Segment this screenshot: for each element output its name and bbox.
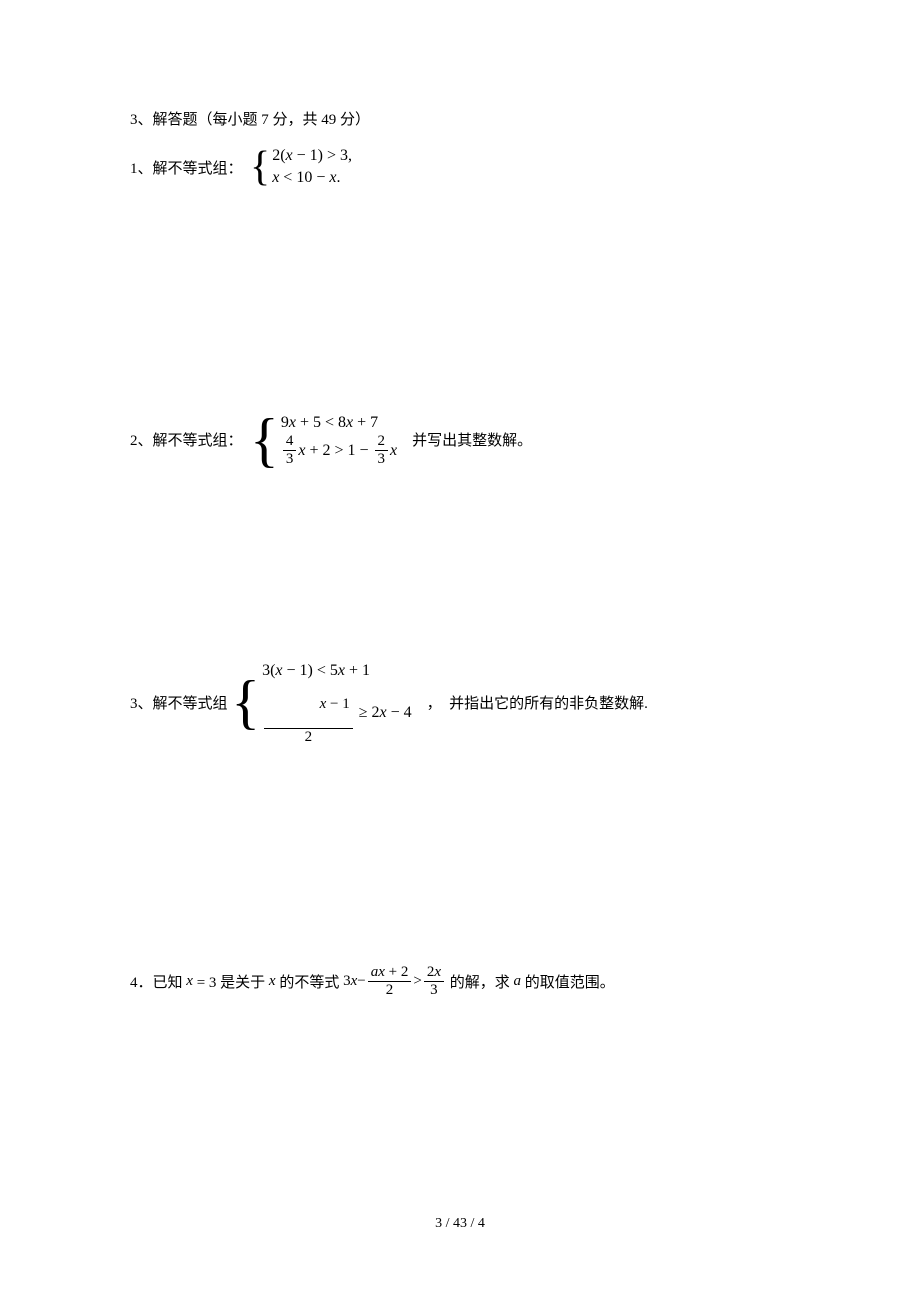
text: − 4: [387, 702, 412, 724]
text: − 1) < 5: [283, 660, 338, 682]
text: 9: [281, 412, 289, 434]
problem-2-label: 2、解不等式组：: [130, 429, 250, 450]
var-x: x: [298, 440, 305, 462]
var-x: x: [186, 973, 193, 990]
problem-1-lines: 2( x − 1) > 3, x < 10 − x .: [272, 145, 352, 190]
problem-1: 1、解不等式组： { 2( x − 1) > 3, x < 10 − x .: [130, 145, 790, 190]
var-x: x: [380, 702, 387, 724]
problem-2: 2、解不等式组： { 9 x + 5 < 8 x + 7 4 3 x: [130, 410, 790, 470]
text: 3: [343, 973, 351, 990]
problem-3-system: { 3( x − 1) < 5 x + 1 x − 1 2: [231, 660, 411, 745]
denominator: 2: [383, 982, 397, 998]
problem-1-label: 1、解不等式组：: [130, 157, 250, 178]
problem-2-line-1: 9 x + 5 < 8 x + 7: [281, 412, 397, 434]
text: − 1) > 3,: [293, 145, 352, 167]
var-x: x: [289, 412, 296, 434]
text: < 10 −: [279, 167, 329, 189]
denominator: 3: [375, 451, 389, 467]
page-footer: 3 / 43 / 4: [0, 1216, 920, 1232]
text: = 3 是关于: [193, 971, 269, 992]
var-a: a: [514, 973, 522, 990]
brace-icon: {: [250, 410, 279, 470]
text: 的解，求: [446, 971, 514, 992]
numerator: 2: [375, 434, 389, 451]
text: + 2: [385, 964, 408, 980]
problem-3-label: 3、解不等式组: [130, 692, 231, 713]
problem-1-line-2: x < 10 − x .: [272, 167, 352, 189]
text: + 1: [345, 660, 370, 682]
text: 3(: [262, 660, 275, 682]
fraction: 2x 3: [424, 965, 444, 998]
problem-2-line-2: 4 3 x + 2 > 1 − 2 3 x: [281, 434, 397, 467]
text: −: [357, 973, 365, 990]
var-x: x: [346, 412, 353, 434]
numerator: x − 1: [264, 682, 353, 729]
text: 的取值范围。: [521, 971, 615, 992]
text: 2(: [272, 145, 285, 167]
numerator: ax + 2: [368, 965, 412, 982]
fraction: 2 3: [375, 434, 389, 467]
denominator: 2: [302, 729, 316, 745]
fraction: 4 3: [283, 434, 297, 467]
text: .: [336, 167, 340, 189]
text: ≥ 2: [355, 702, 380, 724]
var-x: x: [390, 440, 397, 462]
problem-2-system: { 9 x + 5 < 8 x + 7 4 3 x + 2 > 1 −: [250, 410, 397, 470]
problem-4: 4．已知 x = 3 是关于 x 的不等式 3 x − ax + 2 2 > 2…: [130, 965, 790, 998]
text: + 2 > 1 −: [305, 440, 372, 462]
var-x: x: [286, 145, 293, 167]
text: − 1: [326, 696, 349, 712]
var-x: x: [275, 660, 282, 682]
problem-1-line-1: 2( x − 1) > 3,: [272, 145, 352, 167]
problem-1-system: { 2( x − 1) > 3, x < 10 − x .: [250, 145, 352, 190]
text: >: [413, 973, 421, 990]
section-title: 3、解答题（每小题 7 分，共 49 分）: [130, 108, 790, 129]
problem-4-label: 4．已知: [130, 971, 186, 992]
text: + 5 < 8: [296, 412, 346, 434]
var-x: x: [338, 660, 345, 682]
var-x: x: [272, 167, 279, 189]
var-x: x: [378, 964, 385, 980]
problem-3-line-2: x − 1 2 ≥ 2 x − 4: [262, 682, 412, 745]
text: 的不等式: [276, 971, 344, 992]
problem-3-lines: 3( x − 1) < 5 x + 1 x − 1 2 ≥ 2 x: [262, 660, 412, 745]
problem-3-trail: ， 并指出它的所有的非负整数解.: [412, 692, 648, 713]
denominator: 3: [427, 982, 441, 998]
brace-icon: {: [231, 672, 260, 732]
problem-2-lines: 9 x + 5 < 8 x + 7 4 3 x + 2 > 1 − 2 3: [281, 412, 397, 467]
var-x: x: [434, 964, 441, 980]
problem-2-trail: 并写出其整数解。: [397, 429, 532, 450]
var-x: x: [351, 973, 358, 990]
fraction: ax + 2 2: [368, 965, 412, 998]
var-x: x: [269, 973, 276, 990]
denominator: 3: [283, 451, 297, 467]
problem-3-line-1: 3( x − 1) < 5 x + 1: [262, 660, 412, 682]
brace-icon: {: [250, 146, 270, 188]
problem-3: 3、解不等式组 { 3( x − 1) < 5 x + 1 x − 1 2: [130, 660, 790, 745]
page: 3、解答题（每小题 7 分，共 49 分） 1、解不等式组： { 2( x − …: [0, 0, 920, 1302]
fraction: x − 1 2: [264, 682, 353, 745]
text: + 7: [353, 412, 378, 434]
numerator: 2x: [424, 965, 444, 982]
numerator: 4: [283, 434, 297, 451]
var-x: x: [329, 167, 336, 189]
